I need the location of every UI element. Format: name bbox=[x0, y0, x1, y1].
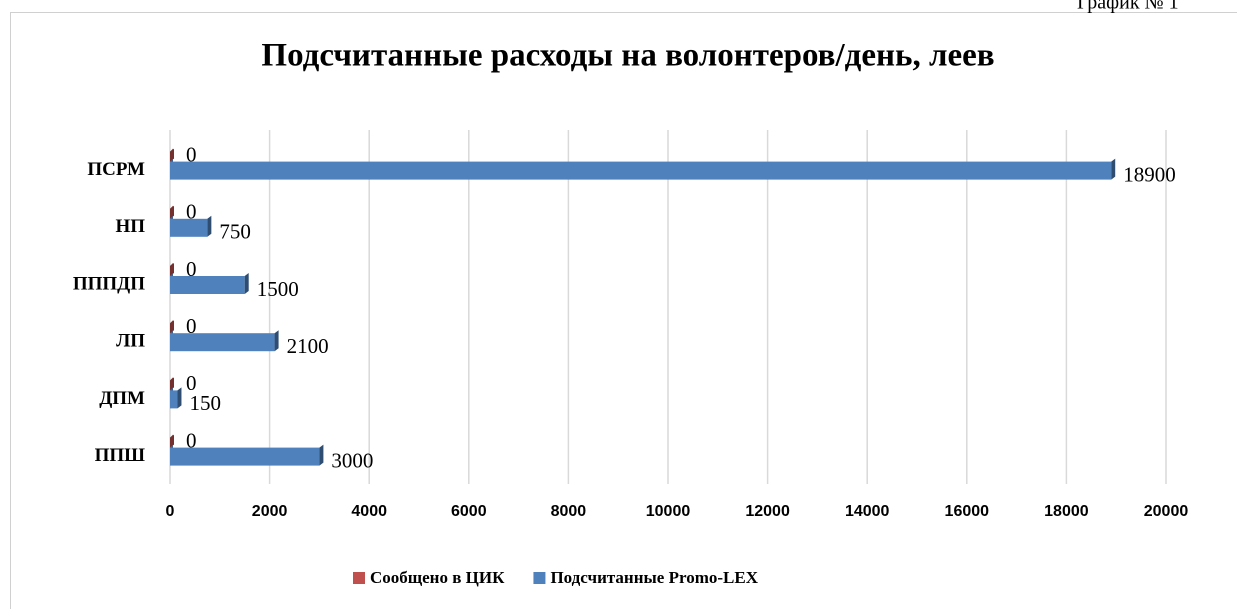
bar-side bbox=[170, 148, 174, 162]
x-tick-label: 12000 bbox=[745, 503, 790, 520]
bar bbox=[170, 390, 178, 409]
bar-side bbox=[319, 444, 324, 466]
legend-swatch bbox=[533, 572, 546, 584]
bar-side bbox=[170, 434, 174, 448]
corner-label: График № 1 bbox=[1077, 0, 1179, 14]
bar bbox=[170, 447, 320, 466]
data-label: 1500 bbox=[257, 277, 299, 301]
data-label: 3000 bbox=[331, 448, 373, 472]
data-label: 0 bbox=[186, 142, 197, 166]
data-label: 0 bbox=[186, 200, 197, 224]
chart-title: Подсчитанные расходы на волонтеров/день,… bbox=[261, 38, 994, 74]
bar bbox=[170, 161, 1112, 180]
x-tick-label: 4000 bbox=[351, 503, 387, 520]
legend-label: Подсчитанные Promo-LEX bbox=[550, 568, 758, 587]
x-tick-label: 16000 bbox=[945, 503, 990, 520]
data-label: 0 bbox=[186, 428, 197, 452]
bar bbox=[170, 276, 245, 294]
x-tick-label: 20000 bbox=[1144, 503, 1189, 520]
y-tick-label: ЛП bbox=[116, 331, 145, 352]
bar-side bbox=[1111, 158, 1116, 180]
data-label: 150 bbox=[189, 391, 221, 415]
x-tick-label: 6000 bbox=[451, 503, 487, 520]
data-label: 0 bbox=[186, 314, 197, 338]
data-label: 2100 bbox=[287, 334, 329, 358]
bar-side bbox=[170, 263, 174, 276]
x-tick-label: 8000 bbox=[551, 503, 587, 520]
x-tick-label: 2000 bbox=[252, 503, 288, 520]
y-tick-label: ПППДП bbox=[73, 273, 145, 294]
data-label: 0 bbox=[186, 371, 197, 395]
bar-side bbox=[170, 377, 174, 391]
y-tick-label: ППШ bbox=[95, 445, 146, 466]
bar-side bbox=[170, 320, 174, 334]
bar bbox=[170, 218, 208, 237]
bar-side bbox=[177, 387, 182, 409]
x-tick-label: 0 bbox=[166, 503, 175, 520]
legend-label: Сообщено в ЦИК bbox=[370, 568, 505, 587]
x-tick-label: 18000 bbox=[1044, 503, 1089, 520]
data-label: 750 bbox=[219, 220, 251, 244]
x-tick-label: 14000 bbox=[845, 503, 890, 520]
bar-side bbox=[244, 273, 249, 294]
bar-side bbox=[274, 330, 279, 352]
x-tick-label: 10000 bbox=[646, 503, 691, 520]
bar bbox=[170, 333, 275, 352]
bar-side bbox=[170, 205, 174, 219]
data-label: 0 bbox=[186, 257, 197, 281]
bar-side bbox=[207, 215, 212, 237]
y-tick-label: ДПМ bbox=[99, 388, 145, 409]
data-label: 18900 bbox=[1123, 162, 1176, 186]
y-tick-label: ПСРМ bbox=[87, 159, 145, 180]
y-tick-label: НП bbox=[115, 216, 145, 237]
chart-border bbox=[10, 12, 1237, 609]
legend-swatch bbox=[353, 572, 365, 584]
